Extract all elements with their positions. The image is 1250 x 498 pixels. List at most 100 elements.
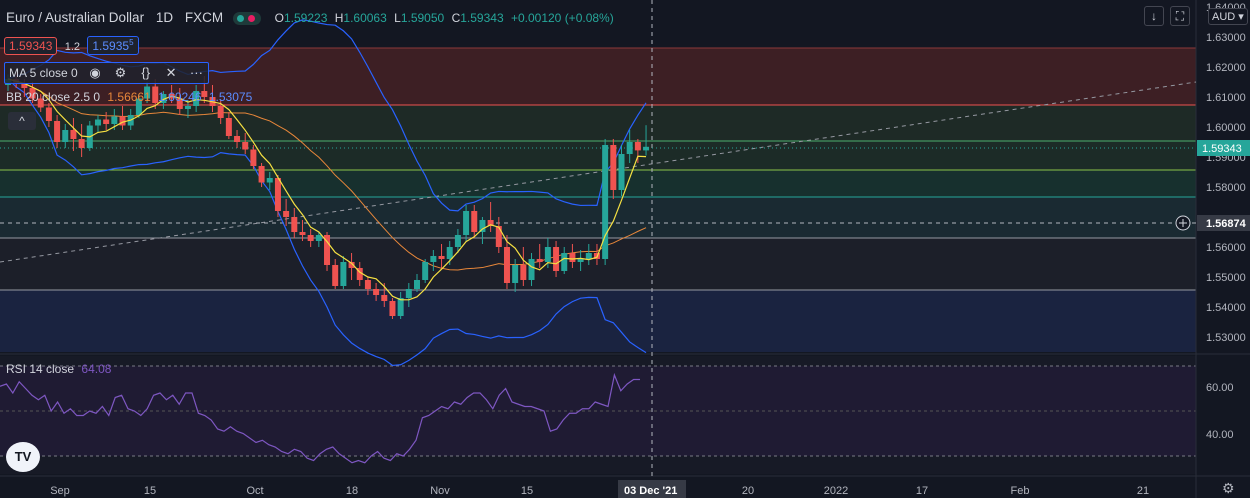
eye-icon[interactable]: ◉ [89,65,101,80]
candle-body [160,94,167,103]
candle-body [250,149,257,166]
price-tick: 1.56000 [1206,242,1246,254]
crosshair-time-tag [618,480,686,498]
sell-button[interactable]: 1.59343 [4,37,58,55]
candle-body [45,107,52,121]
candle-body [610,145,617,190]
download-icon[interactable]: ↓ [1144,6,1164,26]
fullscreen-icon[interactable]: ⛶ [1170,6,1190,26]
crosshair-price-label: 1.56874 [1206,218,1247,230]
time-tick: 2022 [824,485,848,497]
candle-body [536,259,543,262]
bb-legend[interactable]: BB 20 close 2.5 0 1.56661 1.60246 1.5307… [6,90,252,104]
tradingview-logo[interactable]: TV [6,442,40,472]
candle-body [111,116,118,124]
bb-upper-value: 1.60246 [158,90,202,104]
time-tick: 15 [144,485,156,497]
price-tick: 1.58000 [1206,182,1246,194]
candle-body [70,130,77,139]
candle-body [405,289,412,298]
more-icon[interactable]: ··· [189,65,203,80]
bb-label: BB 20 close 2.5 0 [6,90,101,104]
symbol-header[interactable]: Euro / Australian Dollar 1D FXCM O1.5922… [6,10,614,25]
candle-body [544,247,551,262]
candle-body [454,235,461,247]
moving-average [7,78,647,301]
rsi-tick-40: 40.00 [1206,429,1234,441]
candle-body [315,235,322,241]
bb-mid-value: 1.56661 [107,90,151,104]
candle-body [561,253,568,271]
add-alert-icon[interactable] [1175,215,1191,231]
time-tick: Sep [50,485,70,497]
candle-body [242,142,249,150]
symbol-name[interactable]: Euro / Australian Dollar [6,10,145,25]
candle-body [225,118,232,136]
candle-body [283,211,290,217]
candle-body [389,301,396,316]
candle-body [135,98,142,115]
bb-lower-value: 1.53075 [208,90,253,104]
candle-body [553,247,560,271]
price-axis[interactable]: 1.640001.630001.620001.610001.600001.590… [1206,2,1246,344]
time-axis[interactable]: Sep 15 Oct 18 Nov 15 20 2022 17 Feb 21 [50,485,1149,497]
time-tick: 20 [742,485,754,497]
rsi-line [0,372,640,464]
candle-body [184,106,191,109]
candle-body [234,136,241,142]
candle-body [266,178,273,183]
axis-settings-icon[interactable]: ⚙ [1222,480,1235,496]
candle-body [569,253,576,262]
quote-panel: 1.59343 1.2 1.59355 [4,36,139,55]
buy-button[interactable]: 1.59355 [87,36,139,55]
source-code-icon[interactable]: {} [141,65,151,80]
rsi-series [0,372,640,464]
candle-body [62,130,69,142]
candle-body [119,116,126,126]
candle-body [512,265,519,283]
trendline[interactable] [0,81,1197,263]
candle-body [364,280,371,289]
interval[interactable]: 1D [155,10,174,25]
candle-body [471,211,478,232]
candle-body [201,91,208,97]
candle-body [643,146,650,151]
high-value: 1.60063 [343,11,387,25]
rsi-legend[interactable]: RSI 14 close 64.08 [6,362,111,376]
currency-select[interactable]: AUD ▾ [1208,8,1248,25]
candle-body [299,232,306,235]
candle-body [78,139,85,148]
candle-body [463,211,470,235]
collapse-legend-button[interactable]: ^ [8,112,36,130]
candle-body [217,106,224,118]
close-icon[interactable]: ✕ [165,65,177,80]
time-tick: 17 [916,485,928,497]
candle-body [503,247,510,283]
candle-body [528,259,535,280]
candle-body [144,86,151,99]
time-tick: Oct [246,485,263,497]
candle-body [585,253,592,259]
candle-body [430,256,437,262]
rsi-label: RSI 14 close [6,362,75,376]
settings-icon[interactable]: ⚙ [114,65,127,80]
candle-body [487,220,494,226]
crosshair-time-label: 03 Dec '21 [624,485,677,497]
crosshair-price-tag [1197,215,1250,231]
ma-legend[interactable]: MA 5 close 0 ◉ ⚙ {} ✕ ··· [4,62,210,84]
low-value: 1.59050 [400,11,445,25]
rsi-value: 64.08 [81,362,112,376]
candle-body [54,121,61,142]
bb-lower-line [7,78,647,367]
change-value: +0.00120 (+0.08%) [510,11,614,25]
candle-body [103,119,110,124]
price-tick: 1.62000 [1206,62,1246,74]
candle-body [291,217,298,232]
candle-body [381,295,388,301]
price-tick: 1.63000 [1206,32,1246,44]
candle-body [324,235,331,265]
time-tick: Nov [430,485,450,497]
candle-body [94,119,101,126]
market-status-icon [232,11,261,25]
